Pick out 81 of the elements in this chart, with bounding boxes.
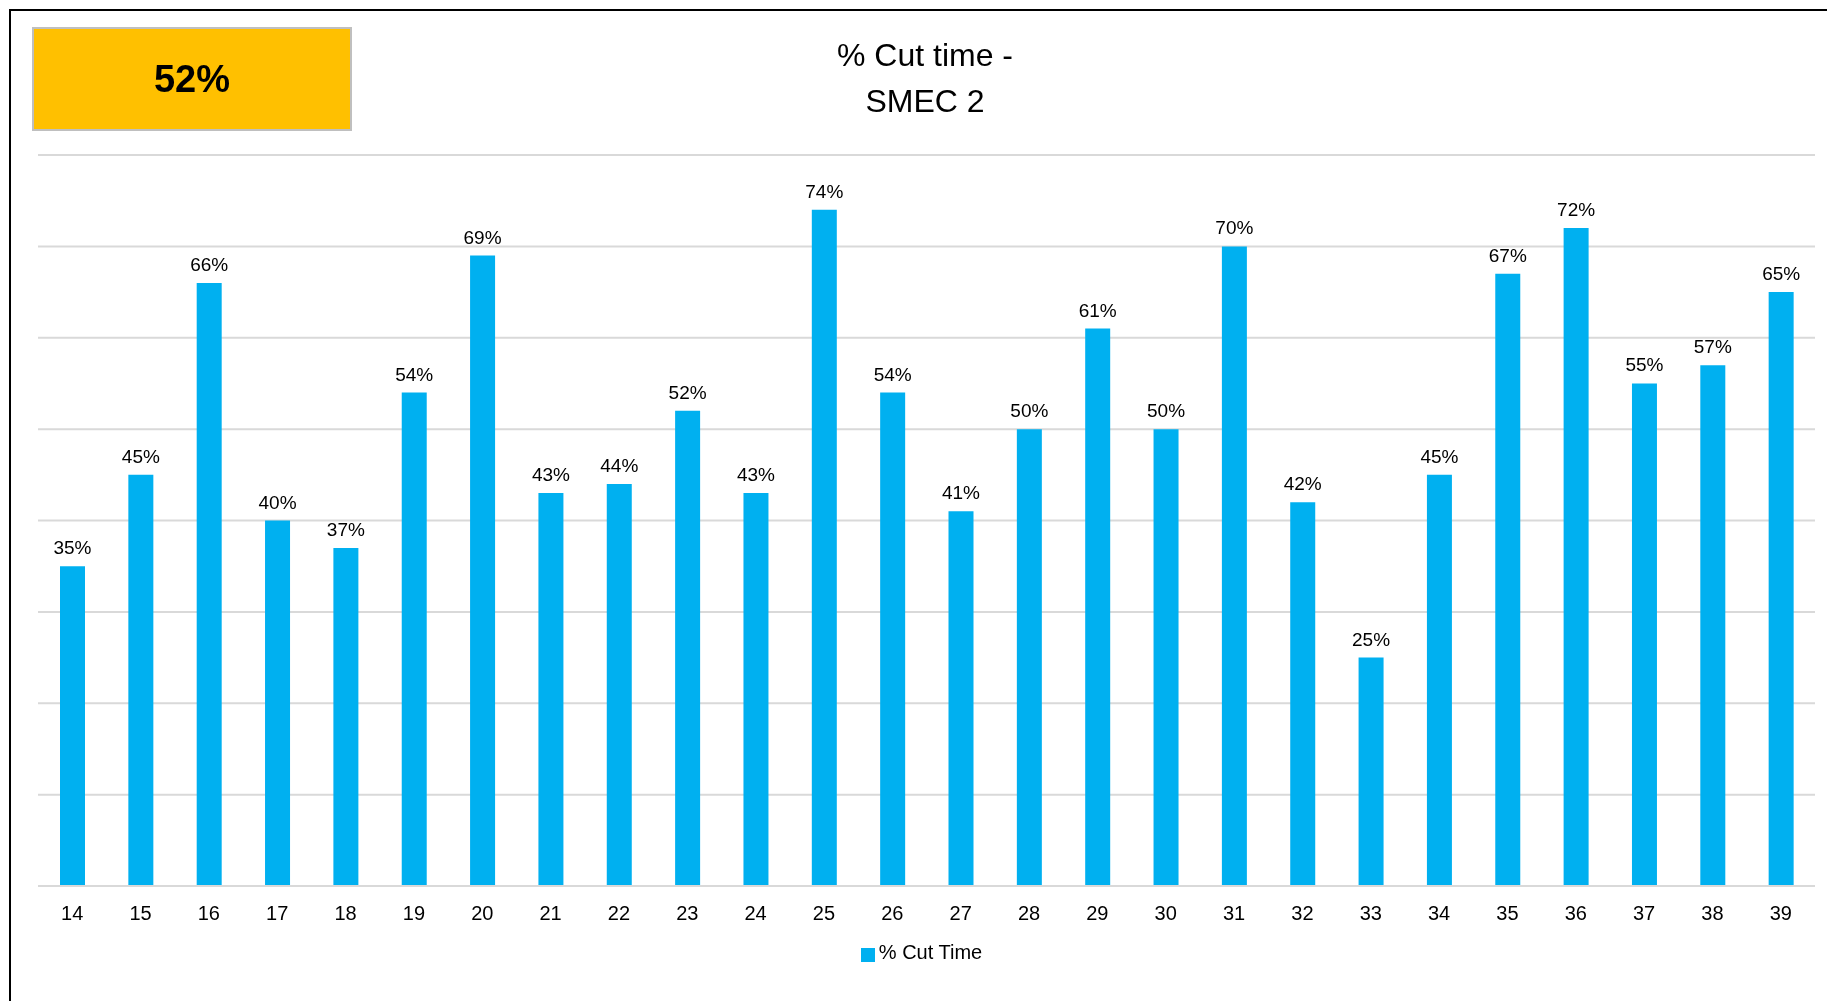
bar	[1426, 474, 1452, 886]
x-tick-label: 35	[1496, 902, 1519, 925]
bar	[1631, 383, 1657, 886]
x-tick-label: 14	[61, 902, 84, 925]
data-label: 54%	[395, 363, 434, 385]
bar	[880, 392, 906, 886]
data-label: 43%	[531, 464, 571, 486]
data-label: 45%	[121, 445, 160, 467]
data-label: 35%	[53, 537, 92, 559]
x-tick-label: 27	[949, 902, 972, 925]
x-tick-label: 36	[1564, 902, 1587, 925]
x-tick-label: 17	[266, 902, 289, 925]
bar	[606, 483, 632, 886]
data-label: 61%	[1078, 299, 1117, 321]
bar	[811, 209, 837, 886]
data-label: 66%	[190, 253, 229, 275]
data-label: 65%	[1762, 263, 1801, 285]
x-tick-label: 21	[539, 902, 562, 925]
bar	[538, 493, 564, 886]
data-label: 41%	[941, 482, 981, 504]
x-tick-label: 38	[1701, 902, 1724, 925]
x-tick-label: 18	[334, 902, 357, 925]
bar	[1700, 365, 1726, 886]
data-label: 67%	[1488, 244, 1527, 266]
bar	[1768, 292, 1794, 886]
data-label: 70%	[1215, 217, 1254, 239]
data-label: 52%	[668, 381, 707, 403]
x-tick-label: 29	[1086, 902, 1109, 925]
bar	[1290, 502, 1316, 886]
bar	[1563, 228, 1589, 886]
data-label: 50%	[1147, 400, 1186, 422]
text: 52%	[32, 27, 352, 131]
bar	[196, 282, 222, 886]
bar	[470, 255, 496, 886]
x-tick-label: 25	[812, 902, 836, 925]
bar	[1153, 429, 1179, 886]
x-tick-label: 20	[471, 902, 494, 925]
data-label: 40%	[258, 491, 297, 513]
x-tick-label: 37	[1633, 902, 1656, 925]
bar	[333, 547, 359, 886]
data-label: 25%	[1352, 628, 1391, 650]
x-tick-label: 30	[1154, 902, 1177, 925]
data-label: 54%	[873, 363, 912, 385]
bar	[1495, 273, 1521, 886]
x-tick-label: 23	[676, 902, 699, 925]
x-tick-label: 19	[402, 902, 426, 925]
bar	[60, 566, 85, 886]
data-label: 37%	[326, 518, 365, 540]
x-tick-label: 39	[1769, 902, 1792, 925]
data-label: 42%	[1283, 473, 1322, 495]
chart-title: % Cut time - SMEC 2	[836, 36, 1014, 121]
x-tick-label: 28	[1017, 902, 1041, 925]
data-label: 44%	[600, 454, 639, 476]
data-label: 74%	[805, 180, 844, 202]
x-tick-label: 24	[744, 902, 767, 925]
bar	[1221, 246, 1247, 886]
x-tick-label: 22	[607, 902, 631, 925]
bar	[1358, 657, 1384, 886]
x-tick-label: 34	[1427, 902, 1451, 925]
bar	[1016, 429, 1042, 886]
data-label: 69%	[463, 226, 502, 248]
bar	[1085, 328, 1111, 886]
x-tick-label: 33	[1359, 902, 1382, 925]
bar	[265, 520, 291, 886]
data-label: 57%	[1693, 336, 1732, 358]
data-label: 50%	[1010, 400, 1049, 422]
x-tick-label: 32	[1291, 902, 1314, 925]
x-tick-label: 26	[881, 902, 904, 925]
bar	[743, 493, 769, 886]
bar	[401, 392, 427, 886]
bar	[948, 511, 974, 886]
legend-label: % Cut Time	[878, 941, 983, 963]
x-tick-label: 16	[197, 902, 220, 925]
data-label: 72%	[1557, 199, 1596, 221]
bar	[675, 410, 701, 886]
bar	[128, 474, 154, 886]
x-tick-label: 31	[1222, 902, 1246, 925]
data-label: 55%	[1625, 354, 1664, 376]
x-tick-label: 15	[129, 902, 152, 925]
data-label: 45%	[1420, 445, 1459, 467]
data-label: 43%	[736, 464, 776, 486]
